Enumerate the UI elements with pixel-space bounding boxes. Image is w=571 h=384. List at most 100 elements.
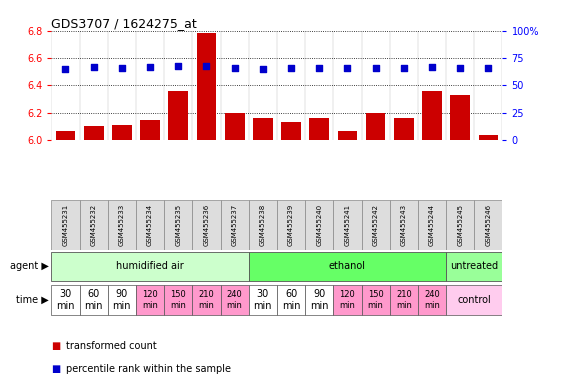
Point xyxy=(399,65,408,71)
Bar xyxy=(390,285,418,315)
Bar xyxy=(446,285,502,315)
Bar xyxy=(418,200,446,250)
Text: control: control xyxy=(457,295,491,305)
Text: 210
min: 210 min xyxy=(199,290,214,310)
Bar xyxy=(220,200,249,250)
Text: 120
min: 120 min xyxy=(142,290,158,310)
Point xyxy=(456,65,465,71)
Text: 150
min: 150 min xyxy=(368,290,384,310)
Point xyxy=(89,64,98,70)
Bar xyxy=(249,200,277,250)
Point xyxy=(61,66,70,72)
Text: GSM455241: GSM455241 xyxy=(344,204,351,246)
Point xyxy=(117,65,126,71)
Bar xyxy=(51,200,79,250)
Text: GSM455243: GSM455243 xyxy=(401,204,407,246)
Text: GSM455235: GSM455235 xyxy=(175,204,181,246)
Text: GSM455238: GSM455238 xyxy=(260,204,266,246)
Text: GSM455240: GSM455240 xyxy=(316,204,322,246)
Bar xyxy=(164,285,192,315)
Text: 60
min: 60 min xyxy=(282,289,300,311)
Text: GSM455239: GSM455239 xyxy=(288,204,294,246)
Text: ■: ■ xyxy=(51,364,61,374)
Bar xyxy=(220,285,249,315)
Bar xyxy=(108,200,136,250)
Text: GSM455233: GSM455233 xyxy=(119,204,125,246)
Point xyxy=(202,63,211,69)
Bar xyxy=(390,200,418,250)
Bar xyxy=(140,120,160,140)
Text: percentile rank within the sample: percentile rank within the sample xyxy=(66,364,231,374)
Bar xyxy=(333,200,361,250)
Text: ethanol: ethanol xyxy=(329,262,366,271)
Text: 240
min: 240 min xyxy=(424,290,440,310)
Bar xyxy=(51,252,249,281)
Text: GSM455237: GSM455237 xyxy=(232,204,238,246)
Bar xyxy=(309,118,329,140)
Bar xyxy=(51,285,79,315)
Bar xyxy=(277,285,305,315)
Text: time ▶: time ▶ xyxy=(16,295,49,305)
Point xyxy=(287,65,296,71)
Bar xyxy=(253,118,273,140)
Bar xyxy=(333,285,361,315)
Bar xyxy=(168,91,188,140)
Bar xyxy=(112,125,132,140)
Text: untreated: untreated xyxy=(450,262,498,271)
Text: 90
min: 90 min xyxy=(112,289,131,311)
Bar xyxy=(478,135,498,140)
Text: GSM455236: GSM455236 xyxy=(203,204,210,246)
Bar xyxy=(451,95,470,140)
Point xyxy=(428,64,437,70)
Point xyxy=(174,63,183,69)
Bar xyxy=(361,285,390,315)
Point xyxy=(343,65,352,71)
Bar xyxy=(305,200,333,250)
Text: agent ▶: agent ▶ xyxy=(10,262,49,271)
Bar xyxy=(446,200,475,250)
Bar xyxy=(79,200,108,250)
Bar xyxy=(192,285,220,315)
Point xyxy=(371,65,380,71)
Bar xyxy=(249,285,277,315)
Bar xyxy=(361,200,390,250)
Bar xyxy=(418,285,446,315)
Point xyxy=(315,65,324,71)
Bar xyxy=(55,131,75,140)
Bar xyxy=(394,118,413,140)
Text: GSM455232: GSM455232 xyxy=(91,204,96,246)
Point xyxy=(230,65,239,71)
Text: 30
min: 30 min xyxy=(254,289,272,311)
Bar xyxy=(277,200,305,250)
Point xyxy=(484,65,493,71)
Bar xyxy=(422,91,442,140)
Bar xyxy=(249,252,446,281)
Text: transformed count: transformed count xyxy=(66,341,156,351)
Text: GSM455231: GSM455231 xyxy=(62,204,69,246)
Bar xyxy=(305,285,333,315)
Text: 30
min: 30 min xyxy=(56,289,75,311)
Bar xyxy=(79,285,108,315)
Text: 60
min: 60 min xyxy=(85,289,103,311)
Bar xyxy=(196,33,216,140)
Text: GSM455246: GSM455246 xyxy=(485,204,492,246)
Bar xyxy=(281,122,301,140)
Text: ■: ■ xyxy=(51,341,61,351)
Text: 240
min: 240 min xyxy=(227,290,243,310)
Text: GSM455234: GSM455234 xyxy=(147,204,153,246)
Text: GSM455242: GSM455242 xyxy=(373,204,379,246)
Text: 90
min: 90 min xyxy=(310,289,328,311)
Bar xyxy=(136,200,164,250)
Bar xyxy=(192,200,220,250)
Bar xyxy=(136,285,164,315)
Text: humidified air: humidified air xyxy=(116,262,184,271)
Point xyxy=(146,64,155,70)
Text: GSM455244: GSM455244 xyxy=(429,204,435,246)
Bar xyxy=(366,113,385,140)
Bar xyxy=(475,200,502,250)
Bar xyxy=(337,131,357,140)
Text: 120
min: 120 min xyxy=(340,290,355,310)
Bar xyxy=(164,200,192,250)
Bar xyxy=(108,285,136,315)
Bar xyxy=(446,252,502,281)
